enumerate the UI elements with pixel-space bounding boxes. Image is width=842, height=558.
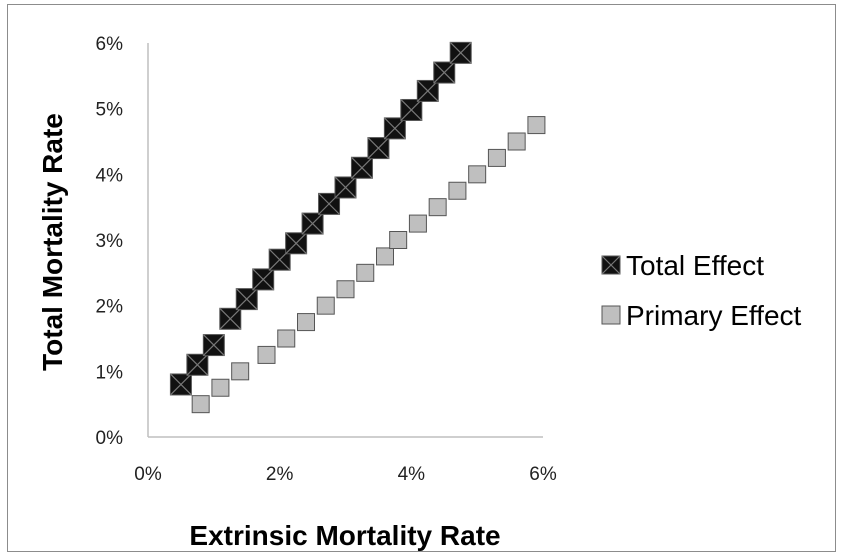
y-axis-title: Total Mortality Rate (37, 113, 68, 371)
marker-cross-line (400, 99, 423, 121)
legend-label: Total Effect (626, 250, 764, 281)
data-point (408, 214, 427, 233)
marker-square (316, 296, 335, 315)
data-point (389, 231, 408, 249)
marker-cross-line (235, 288, 258, 311)
data-markers (169, 41, 546, 414)
data-point (507, 132, 526, 151)
marker-cross-line (219, 307, 242, 330)
data-point (297, 313, 315, 332)
data-point (316, 296, 335, 315)
marker-cross-line (252, 268, 275, 291)
marker-cross-line (433, 61, 456, 84)
data-point (350, 156, 373, 179)
data-point (400, 98, 423, 121)
legend: Total Effect Primary Effect (601, 250, 802, 331)
data-point (231, 362, 250, 381)
data-point (527, 116, 546, 135)
marker-square (527, 116, 546, 135)
marker-cross-line (186, 353, 209, 376)
x-tick-label: 4% (398, 464, 426, 485)
data-point (428, 198, 447, 217)
marker-square (389, 231, 408, 249)
x-tick-label: 0% (134, 464, 162, 485)
marker-cross-line (416, 80, 439, 102)
y-tick-label: 6% (96, 34, 124, 55)
marker-cross-line (169, 373, 192, 396)
y-tick-label: 0% (96, 428, 124, 449)
data-point (487, 148, 506, 167)
marker-square (191, 395, 210, 414)
data-point (376, 247, 394, 266)
legend-item: Primary Effect (601, 300, 802, 331)
data-point (257, 345, 276, 364)
series-primary-effect (191, 116, 546, 414)
marker-square (487, 148, 506, 167)
y-tick-label: 2% (96, 297, 124, 318)
y-tick-labels: 0% 1% 2% 3% 4% 5% 6% (96, 34, 124, 449)
marker-square (277, 329, 296, 348)
marker-cross-line (449, 41, 472, 64)
data-point (468, 165, 487, 184)
legend-item: Total Effect (601, 250, 764, 281)
y-tick-label: 3% (96, 231, 124, 252)
data-point (186, 353, 209, 376)
data-point (235, 288, 258, 311)
marker-square (468, 165, 487, 184)
data-point (383, 117, 406, 140)
data-point (191, 395, 210, 414)
marker-cross-line (202, 334, 225, 356)
data-point (433, 61, 456, 84)
data-point (277, 329, 296, 348)
data-point (367, 137, 390, 160)
marker-cross-line (301, 212, 324, 235)
marker-square (211, 378, 230, 397)
x-axis-title: Extrinsic Mortality Rate (189, 520, 500, 551)
x-tick-labels: 0% 2% 4% 6% (134, 464, 557, 485)
data-point (252, 268, 275, 291)
series-total-effect (169, 41, 472, 396)
x-tick-label: 6% (529, 464, 557, 485)
data-point (301, 212, 324, 235)
marker-square (231, 362, 250, 381)
data-point (449, 41, 472, 64)
legend-marker-icon (601, 305, 621, 325)
x-tick-label: 2% (266, 464, 294, 485)
legend-marker-icon (601, 255, 621, 275)
data-point (202, 334, 225, 357)
data-point (211, 378, 230, 397)
marker-square (408, 214, 427, 233)
data-point (169, 373, 192, 396)
marker-square (336, 280, 355, 299)
data-point (336, 280, 355, 299)
data-point (219, 307, 242, 330)
y-tick-label: 4% (96, 165, 124, 186)
axes (147, 43, 543, 438)
marker-square (257, 345, 276, 364)
marker-square (297, 313, 315, 332)
data-point (448, 181, 467, 200)
data-point (334, 176, 357, 199)
marker-square (376, 247, 394, 266)
marker-square (448, 181, 467, 200)
legend-label: Primary Effect (626, 300, 802, 331)
marker-square (356, 263, 375, 282)
marker-square (507, 132, 526, 151)
marker-cross-line (367, 137, 390, 159)
data-point (268, 248, 291, 271)
data-point (356, 263, 375, 282)
marker-square (601, 305, 621, 325)
data-point (285, 232, 308, 255)
marker-cross-line (334, 176, 357, 199)
marker-cross-line (351, 156, 373, 179)
marker-cross-line (285, 232, 308, 255)
marker-cross-line (383, 117, 406, 140)
y-tick-label: 1% (96, 362, 124, 383)
data-point (416, 79, 439, 102)
y-tick-label: 5% (96, 100, 124, 121)
marker-square (428, 198, 447, 217)
marker-cross-line (601, 255, 621, 275)
